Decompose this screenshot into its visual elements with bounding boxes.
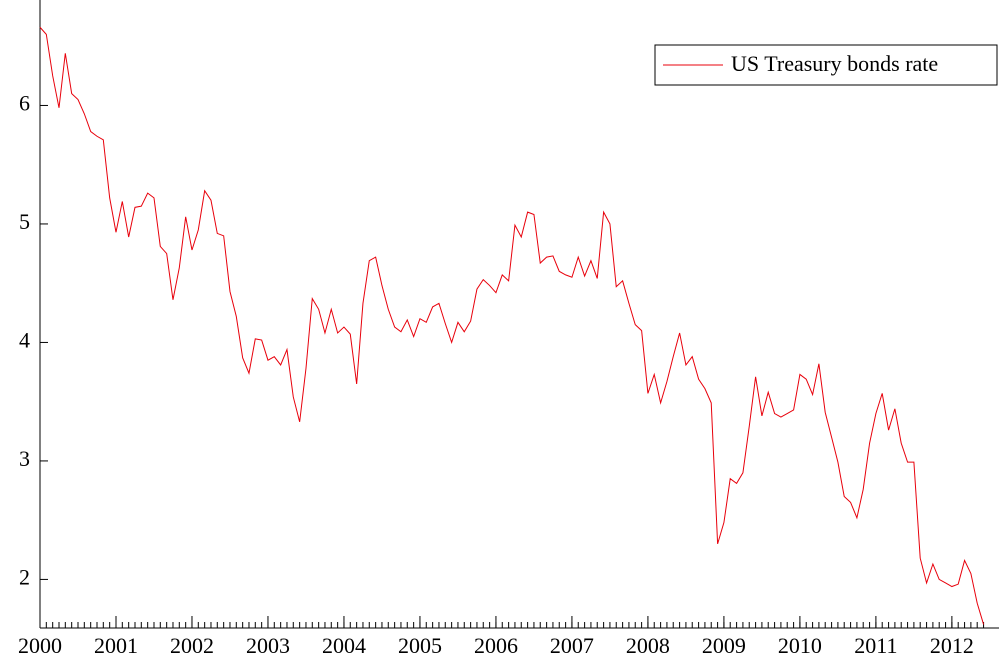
y-tick-label: 6 — [19, 91, 30, 116]
x-tick-label: 2002 — [170, 633, 214, 658]
x-tick-label: 2005 — [398, 633, 442, 658]
y-tick-label: 3 — [19, 446, 30, 471]
line-series — [39, 26, 985, 625]
x-tick-label: 2007 — [550, 633, 594, 658]
x-tick-label: 2008 — [626, 633, 670, 658]
y-tick-label: 5 — [19, 209, 30, 234]
x-tick-label: 2000 — [18, 633, 62, 658]
x-tick-label: 2010 — [778, 633, 822, 658]
x-tick-label: 2006 — [474, 633, 518, 658]
legend-label: US Treasury bonds rate — [731, 51, 938, 76]
x-tick-label: 2011 — [854, 633, 897, 658]
x-tick-label: 2001 — [94, 633, 138, 658]
legend: US Treasury bonds rate — [654, 44, 998, 86]
y-tick-label: 2 — [19, 564, 30, 589]
x-tick-label: 2012 — [930, 633, 974, 658]
x-tick-label: 2003 — [246, 633, 290, 658]
x-tick-label: 2009 — [702, 633, 746, 658]
x-tick-label: 2004 — [322, 633, 366, 658]
y-tick-label: 4 — [19, 327, 30, 352]
